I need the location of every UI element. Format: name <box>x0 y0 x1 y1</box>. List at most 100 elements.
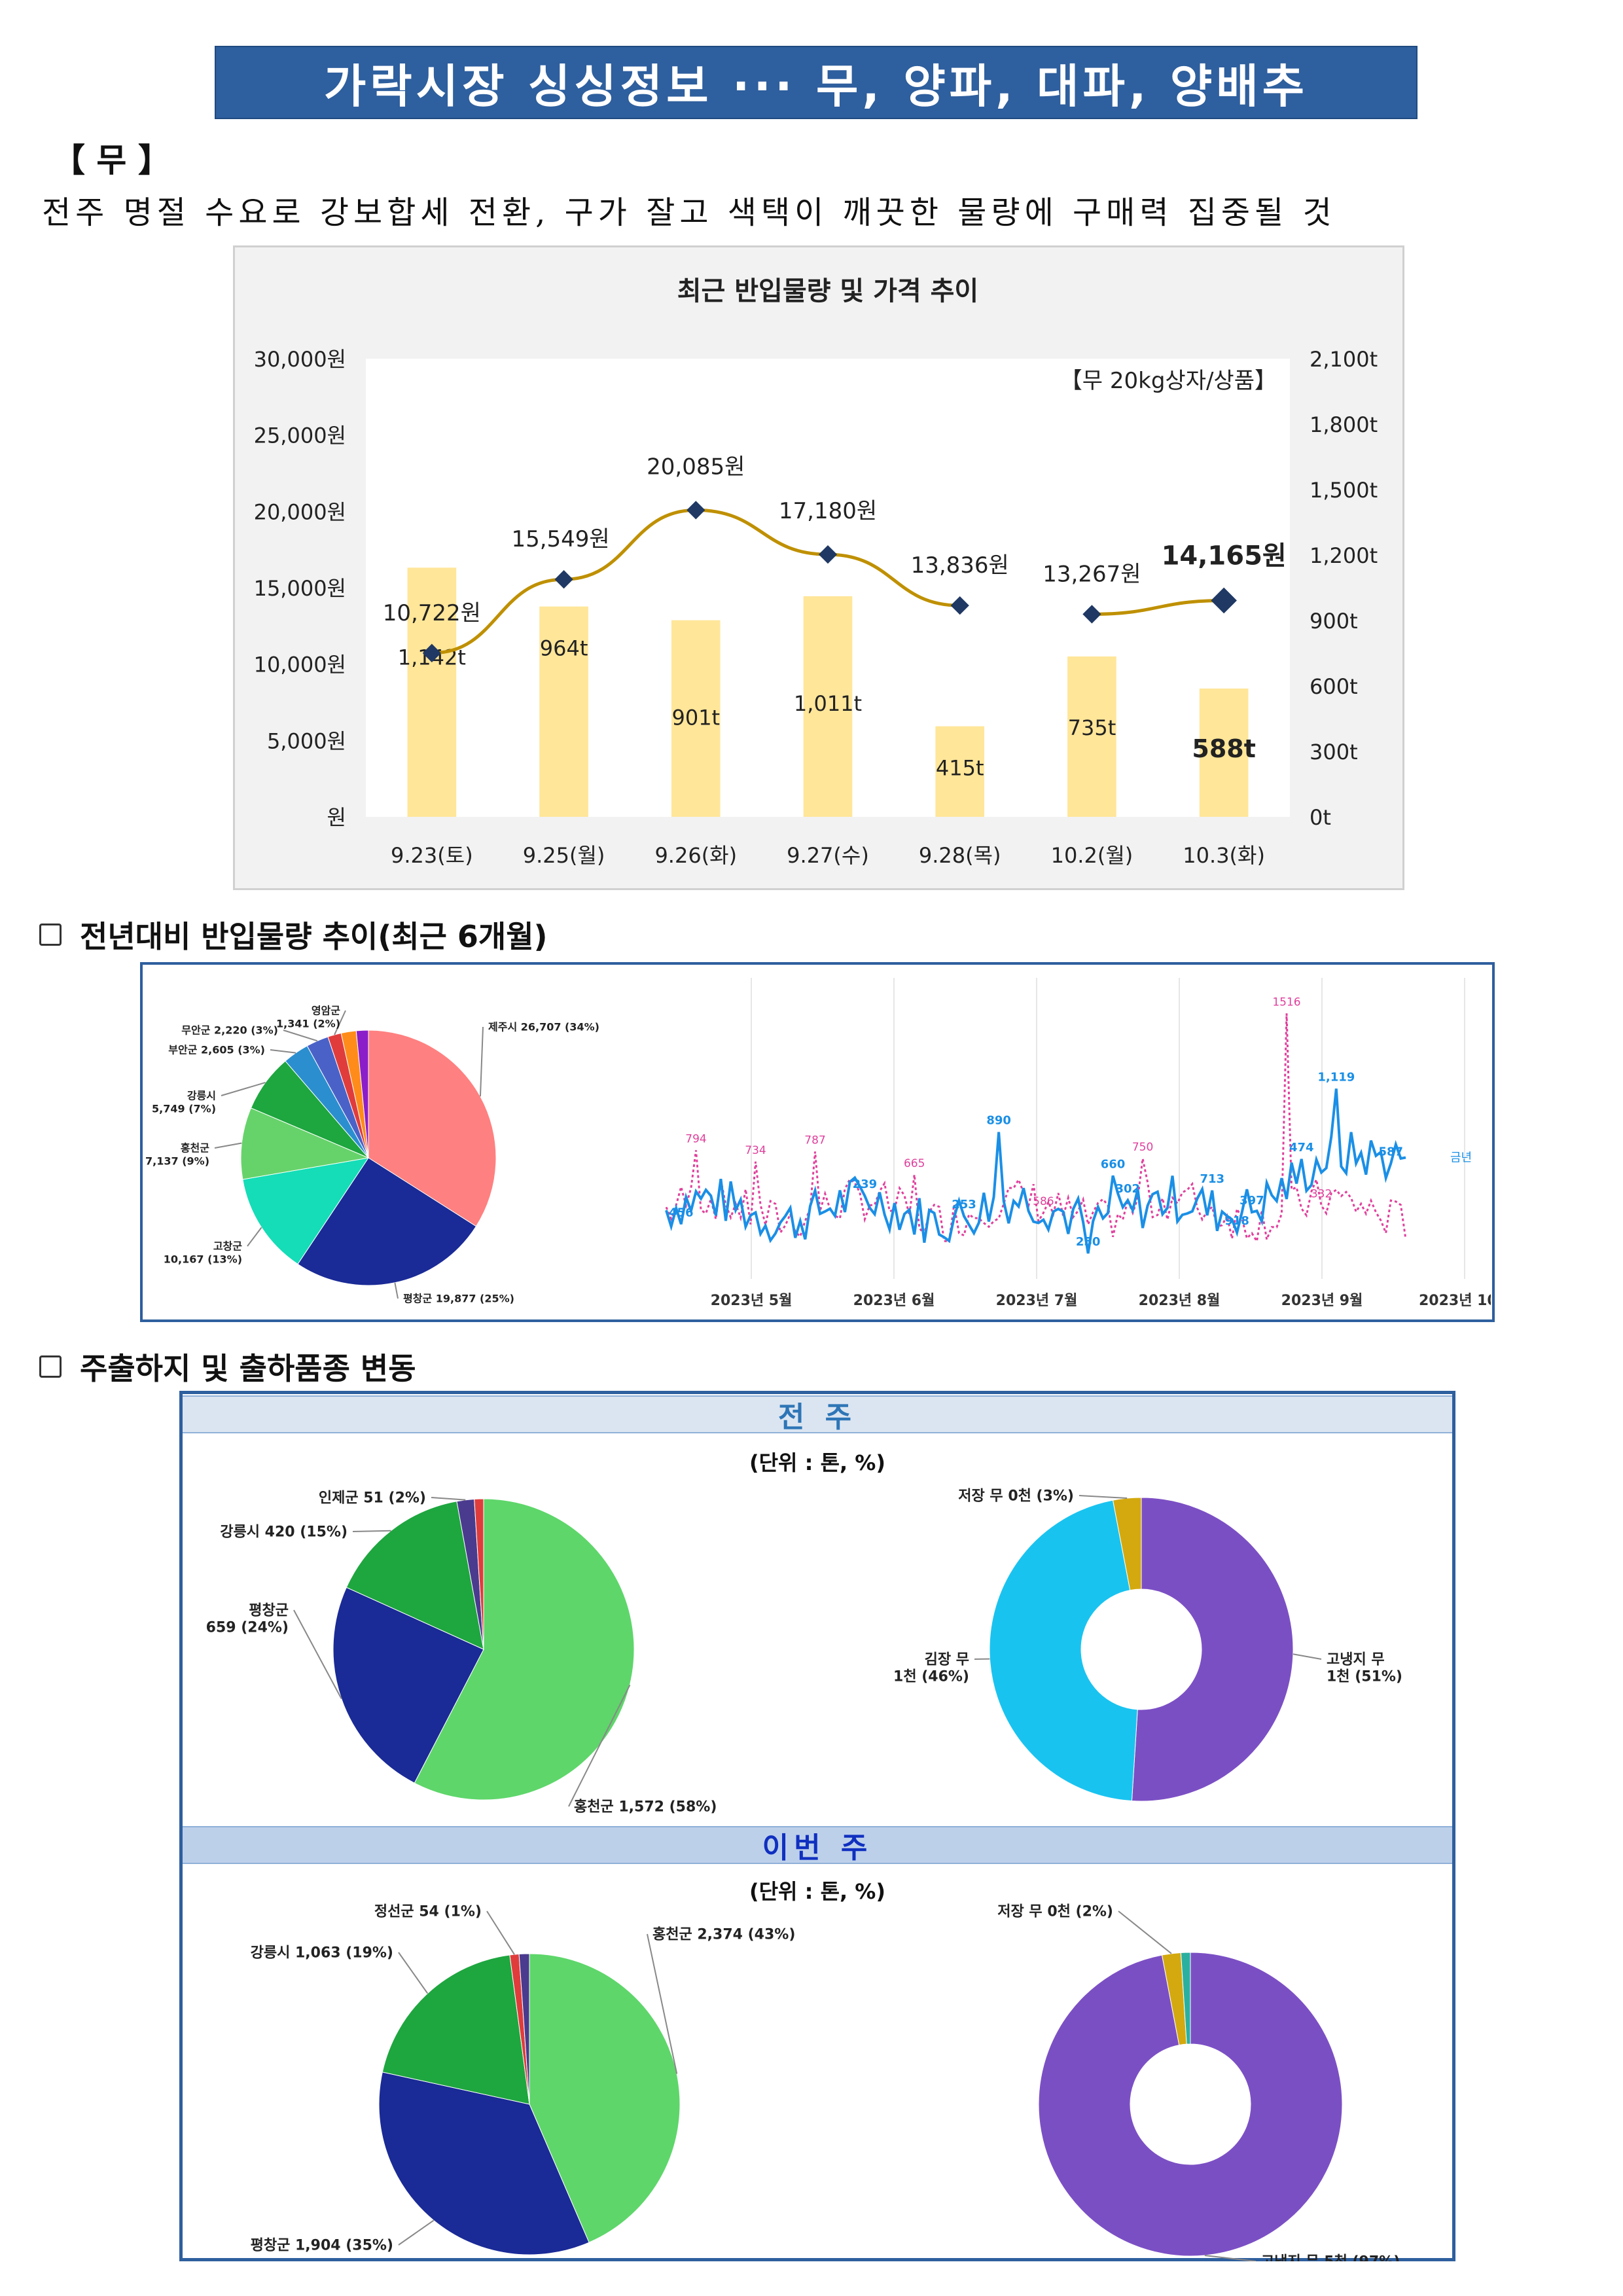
section-arrival-trend-title: 전년대비 반입물량 추이(최근 6개월) <box>80 919 548 954</box>
arrival-trend-panel: 제주시 26,707 (34%) 평창군 19,877 (25%) 고창군 10,16… <box>140 962 1495 1322</box>
x-axis-tick: 9.23(토) <box>391 843 473 868</box>
slice-label: 고냉지 무 <box>1327 1651 1385 1668</box>
leader-line <box>568 1684 631 1807</box>
leader-line <box>214 1142 242 1149</box>
page-title-bar: 가락시장 싱싱정보 ··· 무, 양파, 대파, 양배추 <box>215 46 1418 119</box>
price-marker <box>554 570 573 589</box>
this-week-variety-slice <box>1180 1952 1191 2045</box>
x-axis-tick: 9.28(목) <box>919 843 1001 868</box>
left-axis-tick: 15,000원 <box>254 576 346 601</box>
x-axis-tick: 9.27(수) <box>787 843 869 868</box>
slice-label: 평창군 19,877 (25%) <box>403 1292 514 1304</box>
current-year-label: 239 <box>853 1177 878 1191</box>
yoy-arrival-line-chart: 2023년 5월 2023년 6월 2023년 7월 2023년 8월 2023년 9월… <box>665 978 1491 1309</box>
leader-line <box>270 1049 296 1054</box>
legend-current-year: 금년 <box>1450 1151 1472 1165</box>
left-axis-tick: 원 <box>327 805 346 830</box>
previous-year-label: 750 <box>1132 1141 1153 1154</box>
arrival-bar <box>803 596 853 817</box>
slice-label: 강릉시 420 (15%) <box>220 1524 348 1540</box>
origin-pie-slice <box>355 1030 369 1158</box>
slice-label: 무안군 2,220 (3%) <box>181 1024 278 1036</box>
price-label: 10,722원 <box>383 600 481 626</box>
price-marker <box>422 643 441 662</box>
right-axis-tick: 600t <box>1310 674 1358 699</box>
slice-label: 저장 무 0천 (2%) <box>997 1903 1113 1920</box>
slice-label: 고냉지 무 5천 (97%) <box>1261 2253 1400 2261</box>
arrival-bar <box>1067 656 1116 817</box>
arrival-bar <box>1199 689 1249 817</box>
arrival-bar <box>935 726 985 817</box>
price-marker <box>818 545 838 564</box>
this-week-origin-pie: 홍천군 2,374 (43%) 평창군 1,904 (35%) 강릉시 1,063 … <box>251 1903 795 2255</box>
arrival-bar-label: 415t <box>936 756 984 781</box>
current-year-label: 474 <box>1289 1141 1314 1155</box>
right-axis-tick: 1,800t <box>1310 412 1378 437</box>
last-week-variety-slice <box>989 1499 1138 1802</box>
price-label: 15,549원 <box>511 526 609 552</box>
leader-line <box>334 1010 346 1035</box>
slice-label: 부안군 2,605 (3%) <box>168 1043 265 1056</box>
current-year-line <box>665 1088 1406 1254</box>
left-axis-tick: 20,000원 <box>254 499 346 524</box>
this-week-origin-slice <box>382 1954 530 2105</box>
this-week-variety-donut: 고냉지 무 5천 (97%) 저장 무 0천 (2%) <box>997 1903 1400 2261</box>
price-marker <box>1082 605 1101 624</box>
arrival-bar-label: 735t <box>1068 715 1116 740</box>
last-week-variety-slice <box>1131 1497 1294 1802</box>
previous-year-label: 1516 <box>1272 996 1300 1009</box>
x-axis-tick: 2023년 5월 <box>711 1293 793 1309</box>
section-origin-variety-title: 주출하지 및 출하품종 변동 <box>80 1351 416 1386</box>
slice-label: 강릉시 1,063 (19%) <box>251 1945 393 1961</box>
last-week-origin-slice <box>346 1501 484 1650</box>
current-year-label: 660 <box>1101 1157 1126 1171</box>
slice-label: 정선군 54 (1%) <box>374 1903 482 1920</box>
current-year-label: 713 <box>1200 1172 1224 1186</box>
current-year-label: 456 <box>669 1206 694 1219</box>
leader-line <box>1293 1653 1322 1660</box>
price-label: 13,267원 <box>1043 561 1141 587</box>
x-axis-tick: 2023년 6월 <box>853 1293 935 1309</box>
this-week-origin-slice <box>529 1953 681 2243</box>
leader-line <box>1118 1910 1172 1954</box>
x-axis-tick: 10.2(월) <box>1051 843 1133 868</box>
arrival-bar-label: 588t <box>1192 734 1256 763</box>
right-axis-tick: 0t <box>1310 805 1331 830</box>
leader-line <box>283 1030 318 1042</box>
x-axis-tick: 2023년 10월 <box>1419 1293 1491 1309</box>
slice-label: 저장 무 0천 (3%) <box>958 1488 1074 1504</box>
arrival-bar <box>407 567 457 817</box>
slice-label: 1,341 (2%) <box>276 1017 340 1030</box>
previous-year-label: 332 <box>1311 1188 1332 1201</box>
arrival-bar-label: 901t <box>671 706 720 730</box>
leader-line <box>394 1282 399 1299</box>
leader-line <box>486 1910 515 1955</box>
market-summary: 전주 명절 수요로 강보합세 전환, 구가 잘고 색택이 깨끗한 물량에 구매력… <box>42 194 1336 231</box>
checkbox-icon <box>39 924 62 946</box>
slice-label: 1천 (46%) <box>893 1668 969 1685</box>
price-label: 13,836원 <box>911 552 1009 579</box>
left-axis-tick: 5,000원 <box>267 728 346 753</box>
this-week-unit: (단위 : 톤, %) <box>749 1879 885 1904</box>
x-axis-tick: 2023년 8월 <box>1139 1293 1221 1309</box>
leader-line <box>1204 2254 1257 2261</box>
leader-line <box>479 1026 484 1097</box>
current-year-label: 918 <box>1224 1214 1249 1228</box>
x-axis-tick: 9.25(월) <box>523 843 605 868</box>
origin-pie-slice <box>297 1157 477 1286</box>
price-marker <box>950 596 969 615</box>
leader-line <box>398 1952 429 1994</box>
price-label: 14,165원 <box>1162 541 1287 571</box>
slice-label: 고창군 <box>213 1240 242 1252</box>
leader-line <box>398 2219 435 2246</box>
current-year-label: 890 <box>986 1114 1011 1128</box>
section-arrival-trend: 전년대비 반입물량 추이(최근 6개월) <box>39 913 548 956</box>
slice-label: 5,749 (7%) <box>152 1102 216 1115</box>
arrival-price-chart: 최근 반입물량 및 가격 추이 【무 20kg상자/상품】 원 5,000원 10,00… <box>233 245 1404 890</box>
current-year-label: 302 <box>1116 1182 1141 1196</box>
section-origin-variety: 주출하지 및 출하품종 변동 <box>39 1345 416 1388</box>
x-axis-tick: 9.26(화) <box>654 843 737 868</box>
leader-line <box>221 1081 266 1096</box>
this-week-origin-slice <box>518 1953 530 2105</box>
